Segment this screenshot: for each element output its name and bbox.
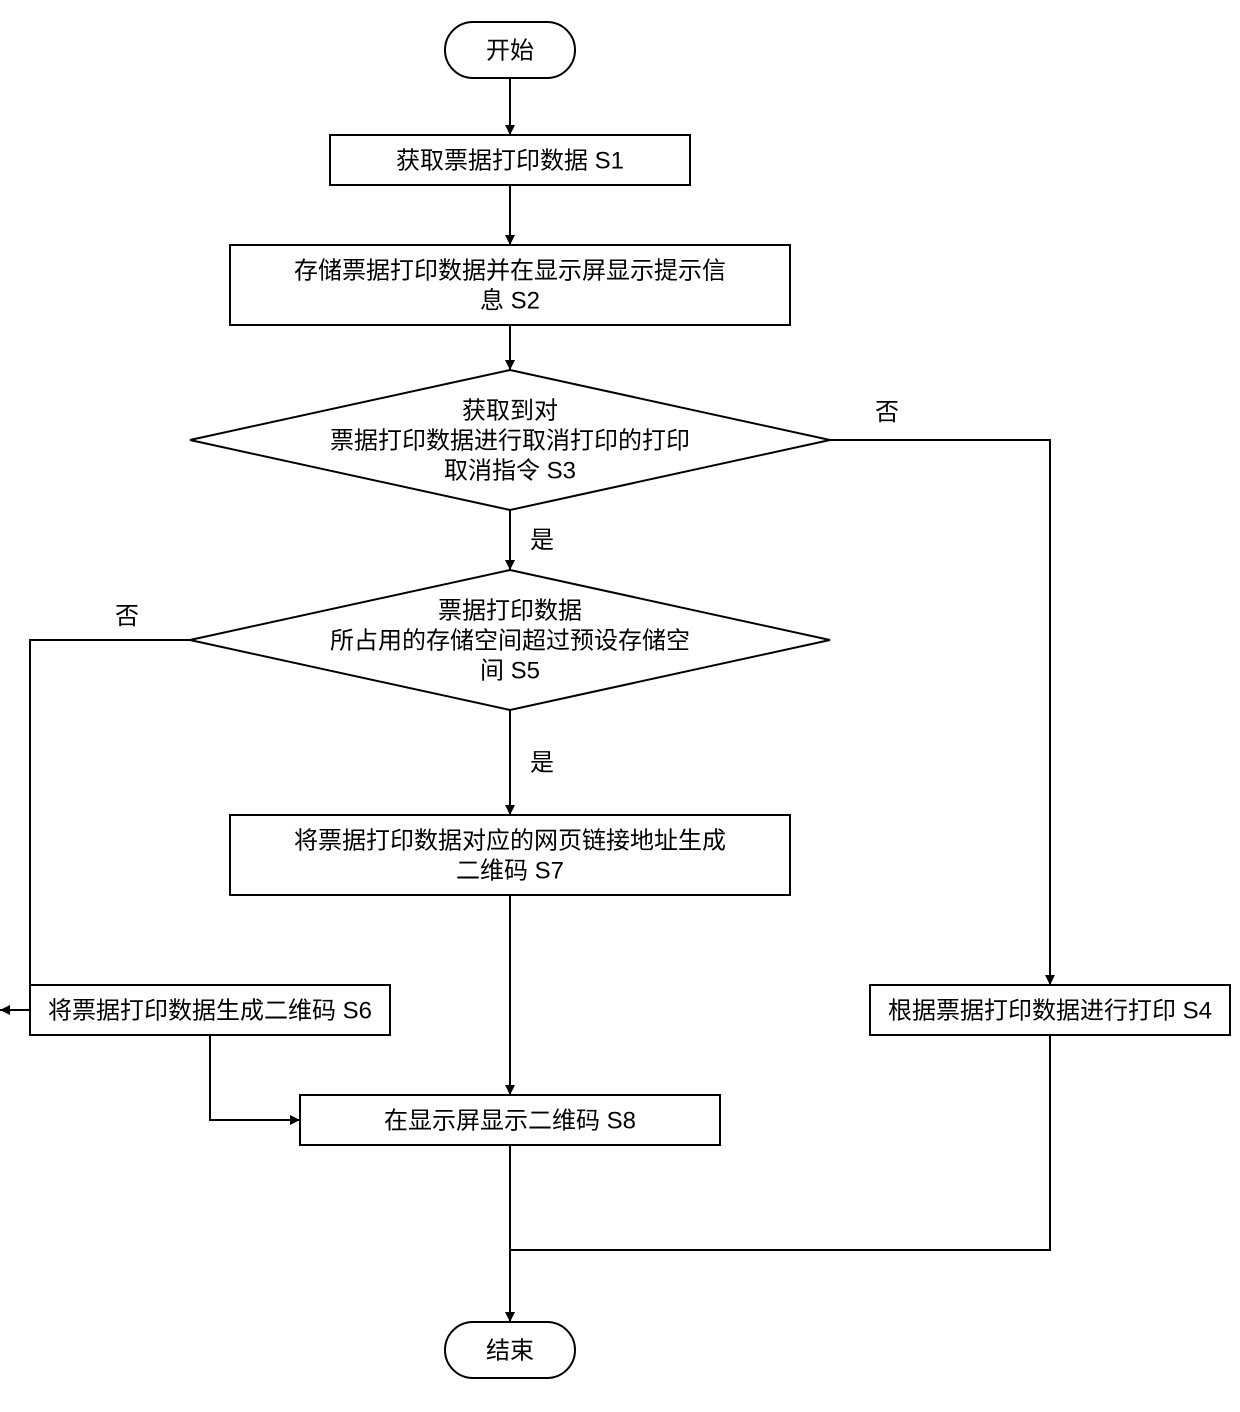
svg-text:间 S5: 间 S5 [480,657,540,684]
node-s4: 根据票据打印数据进行打印 S4 [870,985,1230,1035]
node-s2: 存储票据打印数据并在显示屏显示提示信息 S2 [230,245,790,325]
svg-text:在显示屏显示二维码 S8: 在显示屏显示二维码 S8 [384,1107,636,1134]
node-s5: 票据打印数据所占用的存储空间超过预设存储空间 S5 [190,570,830,710]
node-s6: 将票据打印数据生成二维码 S6 [30,985,390,1035]
node-end: 结束 [445,1322,575,1378]
svg-text:票据打印数据进行取消打印的打印: 票据打印数据进行取消打印的打印 [330,427,690,454]
svg-text:取消指令 S3: 取消指令 S3 [444,457,576,484]
svg-text:根据票据打印数据进行打印 S4: 根据票据打印数据进行打印 S4 [888,997,1212,1024]
edge-label: 是 [530,750,554,777]
svg-text:开始: 开始 [486,37,534,64]
edge-s6-s8 [210,1035,300,1120]
svg-text:将票据打印数据生成二维码 S6: 将票据打印数据生成二维码 S6 [48,997,372,1024]
node-start: 开始 [445,22,575,78]
node-s7: 将票据打印数据对应的网页链接地址生成二维码 S7 [230,815,790,895]
svg-text:存储票据打印数据并在显示屏显示提示信: 存储票据打印数据并在显示屏显示提示信 [294,257,726,284]
svg-text:结束: 结束 [486,1337,534,1364]
svg-text:将票据打印数据对应的网页链接地址生成: 将票据打印数据对应的网页链接地址生成 [294,827,726,854]
node-s1: 获取票据打印数据 S1 [330,135,690,185]
svg-text:二维码 S7: 二维码 S7 [456,857,564,884]
node-s8: 在显示屏显示二维码 S8 [300,1095,720,1145]
flowchart-canvas: 开始获取票据打印数据 S1 存储票据打印数据并在显示屏显示提示信息 S2 获取到对票… [0,0,1240,1412]
svg-text:票据打印数据: 票据打印数据 [438,597,582,624]
svg-text:所占用的存储空间超过预设存储空: 所占用的存储空间超过预设存储空 [330,627,690,654]
edge-label: 是 [530,527,554,554]
edge-s3-s4 [830,440,1050,985]
svg-text:息 S2: 息 S2 [480,287,540,314]
svg-text:获取票据打印数据 S1: 获取票据打印数据 S1 [396,147,624,174]
edge-s5-s6 [0,640,190,1010]
svg-text:获取到对: 获取到对 [462,397,558,424]
edge-label: 否 [875,399,899,426]
node-s3: 获取到对票据打印数据进行取消打印的打印取消指令 S3 [190,370,830,510]
edge-label: 否 [115,603,139,630]
